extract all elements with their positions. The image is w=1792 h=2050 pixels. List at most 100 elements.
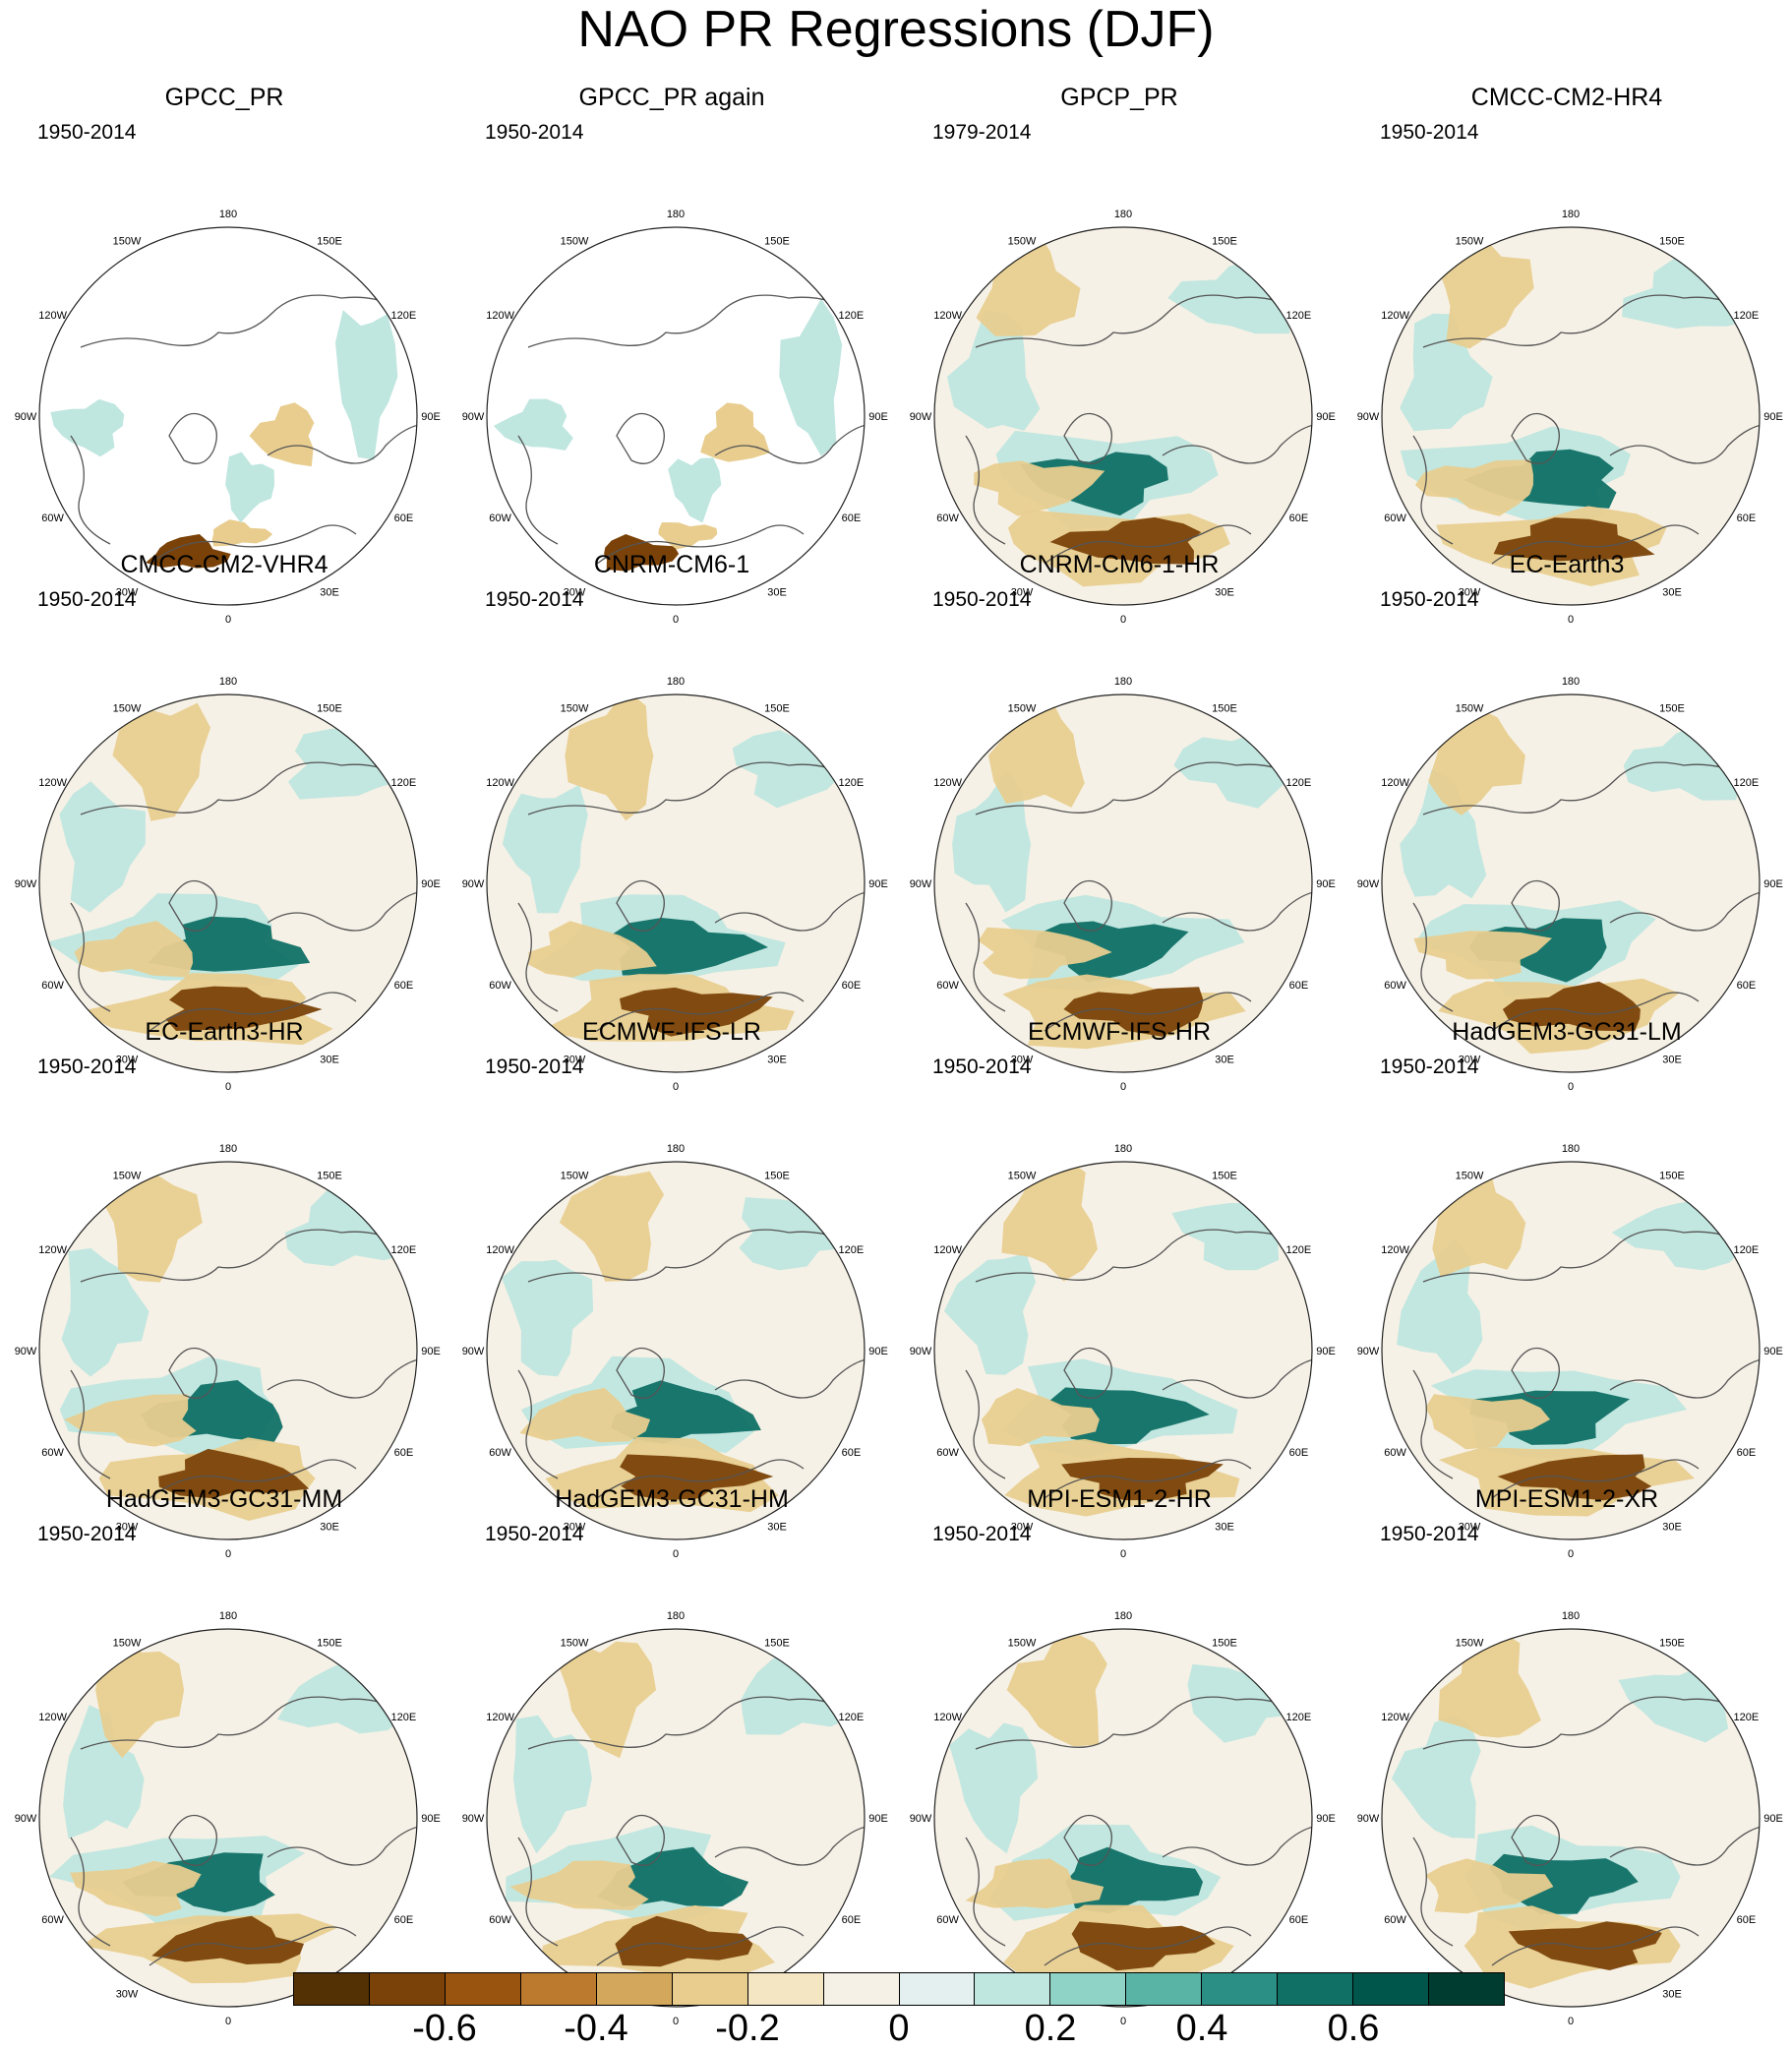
precip-field bbox=[487, 694, 865, 1072]
longitude-label: 0 bbox=[225, 614, 231, 626]
map-panel: EC-Earth3 1950-2014 180 150E 120E 90E 60E 30E 0 3… bbox=[1343, 551, 1791, 1093]
longitude-label: 60E bbox=[842, 1447, 862, 1459]
positive-anomaly bbox=[502, 784, 588, 914]
longitude-label: 150E bbox=[1212, 703, 1237, 715]
negative-anomaly bbox=[620, 1454, 774, 1501]
coastlines bbox=[1412, 294, 1760, 565]
longitude-label: 180 bbox=[219, 209, 237, 220]
negative-anomaly bbox=[1508, 1921, 1662, 1970]
longitude-label: 30E bbox=[320, 586, 339, 598]
colorbar-swatch bbox=[1429, 1973, 1504, 2005]
positive-anomaly bbox=[779, 298, 843, 456]
panel-title: MPI-ESM1-2-XR bbox=[1474, 1485, 1659, 1513]
map-panel: EC-Earth3-HR 1950-2014 180 150E 120E 90E 60E 30… bbox=[0, 1018, 448, 1560]
longitude-label: 90E bbox=[1316, 1346, 1336, 1357]
longitude-label: 30E bbox=[320, 1054, 339, 1065]
longitude-label: 30W bbox=[1011, 1521, 1034, 1533]
negative-anomaly bbox=[249, 402, 315, 467]
longitude-label: 180 bbox=[1114, 1143, 1132, 1155]
longitude-label: 30W bbox=[116, 1054, 139, 1065]
negative-anomaly bbox=[1425, 1858, 1554, 1914]
negative-anomaly bbox=[509, 1860, 649, 1910]
negative-anomaly bbox=[1413, 931, 1552, 980]
longitude-label: 0 bbox=[1120, 2016, 1126, 2027]
longitude-label: 150W bbox=[561, 1171, 589, 1182]
longitude-label: 150E bbox=[317, 1171, 342, 1182]
map-panel: GPCC_PR 1950-2014 180 150E 120E 90E 60E 30E 0 30W… bbox=[0, 84, 448, 626]
panel-title: GPCP_PR bbox=[1060, 84, 1178, 111]
positive-anomaly bbox=[50, 398, 125, 457]
longitude-label: 120E bbox=[1286, 1712, 1312, 1723]
longitude-label: 90E bbox=[868, 1346, 888, 1357]
map-panel: ECMWF-IFS-LR 1950-2014 180 150E 120E 90E 60E 30… bbox=[448, 1018, 896, 1560]
precip-field bbox=[934, 227, 1312, 605]
longitude-label: 120W bbox=[38, 310, 67, 322]
positive-anomaly bbox=[668, 457, 722, 523]
longitude-label: 180 bbox=[667, 1610, 685, 1622]
positive-anomaly bbox=[610, 1380, 761, 1444]
longitude-label: 120W bbox=[933, 777, 962, 789]
longitude-label: 150W bbox=[1008, 1638, 1037, 1650]
longitude-label: 90E bbox=[421, 1346, 441, 1357]
longitude-label: 90W bbox=[1357, 878, 1380, 890]
map-boundary bbox=[933, 693, 1313, 1073]
panel-years: 1950-2014 bbox=[485, 1523, 584, 1545]
longitude-label: 150W bbox=[561, 236, 589, 248]
map-boundary bbox=[38, 693, 418, 1073]
negative-anomaly bbox=[74, 921, 194, 978]
longitude-label: 90E bbox=[1316, 411, 1336, 423]
longitude-label: 0 bbox=[673, 1081, 679, 1093]
longitude-label: 150E bbox=[764, 703, 790, 715]
longitude-label: 0 bbox=[673, 2016, 679, 2027]
longitude-label: 30E bbox=[1215, 1054, 1234, 1065]
negative-anomaly bbox=[145, 534, 231, 569]
colorbar-swatch bbox=[369, 1973, 446, 2005]
coastlines bbox=[1412, 761, 1760, 1032]
positive-anomaly bbox=[741, 1656, 860, 1735]
map-panel: ECMWF-IFS-HR 1950-2014 180 150E 120E 90E 60E 30… bbox=[895, 1018, 1344, 1560]
longitude-label: 90W bbox=[910, 1346, 932, 1357]
negative-anomaly bbox=[620, 987, 773, 1037]
longitude-label: 120W bbox=[486, 1712, 514, 1723]
longitude-label: 0 bbox=[225, 2016, 231, 2027]
map-boundary bbox=[1381, 226, 1761, 606]
longitude-label: 30W bbox=[564, 586, 586, 598]
longitude-label: 30W bbox=[1459, 1054, 1481, 1065]
panel-years: 1950-2014 bbox=[485, 588, 584, 611]
longitude-label: 120W bbox=[486, 1244, 514, 1256]
longitude-label: 120E bbox=[1286, 777, 1312, 789]
longitude-label: 30W bbox=[1459, 1521, 1481, 1533]
map-panel: CMCC-CM2-VHR4 1950-2014 180 150E 120E 90E 60E 3… bbox=[0, 551, 448, 1093]
longitude-label: 30W bbox=[1011, 1054, 1034, 1065]
map-panel: GPCC_PR again 1950-2014 180 150E 120E 90E 60E 3… bbox=[448, 84, 896, 626]
panel-title: CNRM-CM6-1 bbox=[593, 551, 750, 578]
longitude-label: 30W bbox=[116, 1521, 139, 1533]
longitude-label: 60E bbox=[1289, 512, 1309, 524]
longitude-label: 150W bbox=[1456, 236, 1484, 248]
longitude-label: 60E bbox=[394, 512, 414, 524]
longitude-label: 60W bbox=[936, 980, 959, 992]
longitude-label: 150E bbox=[1212, 236, 1237, 248]
negative-anomaly bbox=[1061, 1458, 1224, 1501]
longitude-label: 150W bbox=[1008, 703, 1037, 715]
map-panel: GPCP_PR 1979-2014 180 150E 120E 90E 60E 30E 0 30W… bbox=[895, 84, 1344, 626]
negative-anomaly bbox=[557, 1641, 657, 1759]
longitude-label: 150W bbox=[561, 703, 589, 715]
panel-title: GPCC_PR bbox=[164, 84, 284, 111]
longitude-label: 90E bbox=[868, 1813, 888, 1825]
panel-years: 1950-2014 bbox=[37, 121, 137, 144]
longitude-label: 150E bbox=[1212, 1171, 1237, 1182]
panel-title: GPCC_PR again bbox=[578, 84, 765, 111]
longitude-label: 180 bbox=[219, 676, 237, 688]
colorbar-swatch bbox=[975, 1973, 1051, 2005]
longitude-label: 30W bbox=[116, 1988, 139, 2000]
negative-anomaly bbox=[1497, 1454, 1652, 1501]
longitude-label: 150W bbox=[113, 236, 142, 248]
longitude-label: 120W bbox=[486, 777, 514, 789]
